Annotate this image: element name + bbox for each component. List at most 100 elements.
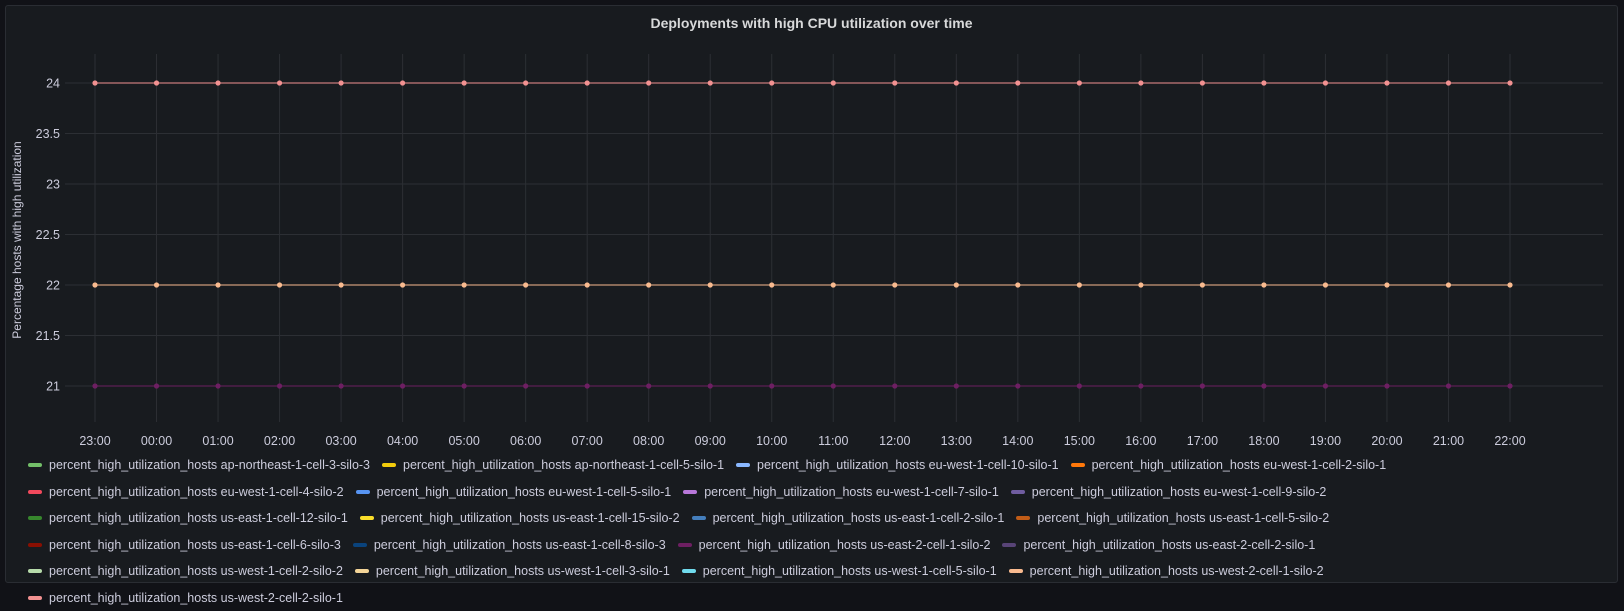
legend-item[interactable]: percent_high_utilization_hosts us-east-1…	[28, 538, 341, 552]
data-point	[92, 282, 97, 287]
data-point	[769, 282, 774, 287]
data-point	[523, 282, 528, 287]
data-point	[954, 383, 959, 388]
legend-item[interactable]: percent_high_utilization_hosts eu-west-1…	[28, 485, 344, 499]
legend-swatch-icon	[28, 463, 42, 467]
legend-label: percent_high_utilization_hosts ap-northe…	[403, 458, 724, 472]
legend-item[interactable]: percent_high_utilization_hosts us-east-1…	[360, 511, 680, 525]
legend-item[interactable]: percent_high_utilization_hosts us-west-1…	[28, 564, 343, 578]
x-tick-label: 05:00	[448, 434, 479, 448]
y-tick-label: 21.5	[36, 329, 60, 343]
legend-item[interactable]: percent_high_utilization_hosts us-east-1…	[28, 511, 348, 525]
x-tick-label: 04:00	[387, 434, 418, 448]
data-point	[215, 282, 220, 287]
legend-swatch-icon	[1071, 463, 1085, 467]
legend-label: percent_high_utilization_hosts us-east-1…	[381, 511, 680, 525]
data-point	[1015, 80, 1020, 85]
legend-label: percent_high_utilization_hosts us-east-1…	[49, 538, 341, 552]
data-point	[277, 383, 282, 388]
x-tick-label: 00:00	[141, 434, 172, 448]
data-point	[462, 80, 467, 85]
legend-swatch-icon	[355, 569, 369, 573]
legend-label: percent_high_utilization_hosts us-west-1…	[703, 564, 997, 578]
data-point	[523, 80, 528, 85]
legend-item[interactable]: percent_high_utilization_hosts us-west-2…	[1009, 564, 1324, 578]
legend-label: percent_high_utilization_hosts us-west-1…	[49, 564, 343, 578]
x-tick-label: 13:00	[941, 434, 972, 448]
legend-row: percent_high_utilization_hosts us-east-1…	[28, 505, 1588, 532]
legend-label: percent_high_utilization_hosts eu-west-1…	[704, 485, 999, 499]
legend-swatch-icon	[678, 543, 692, 547]
legend-item[interactable]: percent_high_utilization_hosts eu-west-1…	[683, 485, 999, 499]
data-point	[1261, 383, 1266, 388]
data-point	[400, 80, 405, 85]
x-tick-label: 08:00	[633, 434, 664, 448]
x-tick-label: 21:00	[1433, 434, 1464, 448]
y-axis-label: Percentage hosts with high utilization	[10, 141, 24, 338]
data-point	[954, 282, 959, 287]
x-tick-label: 17:00	[1187, 434, 1218, 448]
x-tick-label: 07:00	[572, 434, 603, 448]
legend-item[interactable]: percent_high_utilization_hosts us-east-1…	[353, 538, 666, 552]
data-point	[92, 383, 97, 388]
data-point	[1138, 282, 1143, 287]
legend-item[interactable]: percent_high_utilization_hosts us-east-1…	[692, 511, 1005, 525]
data-point	[338, 80, 343, 85]
x-tick-label: 22:00	[1494, 434, 1525, 448]
legend-label: percent_high_utilization_hosts us-east-1…	[374, 538, 666, 552]
legend-label: percent_high_utilization_hosts ap-northe…	[49, 458, 370, 472]
legend-swatch-icon	[353, 543, 367, 547]
data-point	[523, 383, 528, 388]
data-point	[831, 80, 836, 85]
legend-item[interactable]: percent_high_utilization_hosts us-west-1…	[682, 564, 997, 578]
legend-label: percent_high_utilization_hosts us-west-2…	[1030, 564, 1324, 578]
legend-item[interactable]: percent_high_utilization_hosts ap-northe…	[28, 458, 370, 472]
legend-swatch-icon	[683, 490, 697, 494]
legend-label: percent_high_utilization_hosts us-east-1…	[49, 511, 348, 525]
legend-swatch-icon	[1002, 543, 1016, 547]
legend-item[interactable]: percent_high_utilization_hosts eu-west-1…	[356, 485, 672, 499]
data-point	[954, 80, 959, 85]
legend-swatch-icon	[28, 490, 42, 494]
legend-item[interactable]: percent_high_utilization_hosts us-east-2…	[678, 538, 991, 552]
legend-item[interactable]: percent_high_utilization_hosts eu-west-1…	[1011, 485, 1327, 499]
legend-label: percent_high_utilization_hosts us-east-1…	[713, 511, 1005, 525]
legend-item[interactable]: percent_high_utilization_hosts us-west-2…	[28, 591, 343, 605]
data-point	[1323, 383, 1328, 388]
legend-label: percent_high_utilization_hosts eu-west-1…	[757, 458, 1059, 472]
data-point	[1507, 282, 1512, 287]
legend-item[interactable]: percent_high_utilization_hosts us-west-1…	[355, 564, 670, 578]
data-point	[277, 282, 282, 287]
legend-label: percent_high_utilization_hosts eu-west-1…	[377, 485, 672, 499]
data-point	[646, 282, 651, 287]
data-point	[1261, 282, 1266, 287]
data-point	[708, 80, 713, 85]
y-tick-label: 22	[46, 279, 60, 293]
data-point	[1323, 282, 1328, 287]
x-tick-label: 12:00	[879, 434, 910, 448]
data-point	[1446, 282, 1451, 287]
legend-item[interactable]: percent_high_utilization_hosts eu-west-1…	[736, 458, 1059, 472]
legend-label: percent_high_utilization_hosts us-east-1…	[1037, 511, 1329, 525]
data-point	[769, 383, 774, 388]
x-tick-label: 20:00	[1371, 434, 1402, 448]
data-point	[1200, 383, 1205, 388]
data-point	[1077, 282, 1082, 287]
legend-swatch-icon	[28, 596, 42, 600]
x-tick-label: 14:00	[1002, 434, 1033, 448]
legend-item[interactable]: percent_high_utilization_hosts us-east-1…	[1016, 511, 1329, 525]
data-point	[1384, 80, 1389, 85]
legend-row: percent_high_utilization_hosts us-west-1…	[28, 558, 1588, 585]
x-tick-label: 16:00	[1125, 434, 1156, 448]
legend-item[interactable]: percent_high_utilization_hosts ap-northe…	[382, 458, 724, 472]
data-point	[831, 282, 836, 287]
legend-item[interactable]: percent_high_utilization_hosts eu-west-1…	[1071, 458, 1387, 472]
x-tick-label: 01:00	[202, 434, 233, 448]
legend-row: percent_high_utilization_hosts ap-northe…	[28, 452, 1588, 479]
legend-label: percent_high_utilization_hosts eu-west-1…	[1092, 458, 1387, 472]
data-point	[892, 80, 897, 85]
data-point	[1077, 383, 1082, 388]
chart-legend: percent_high_utilization_hosts ap-northe…	[28, 452, 1588, 611]
data-point	[585, 383, 590, 388]
legend-item[interactable]: percent_high_utilization_hosts us-east-2…	[1002, 538, 1315, 552]
